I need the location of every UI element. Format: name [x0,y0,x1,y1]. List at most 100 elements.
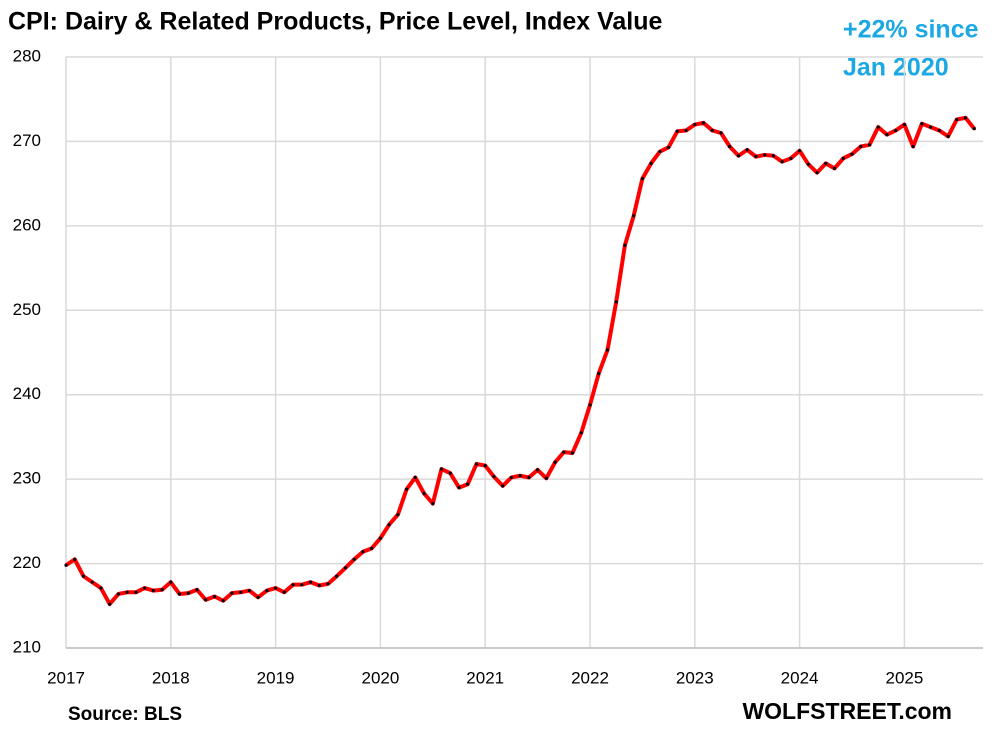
data-point [745,148,749,152]
data-point [81,574,86,578]
data-point [544,476,548,480]
data-point [701,121,706,125]
data-point [405,487,409,491]
data-point [798,149,802,153]
data-point [850,152,854,156]
data-point [710,128,714,133]
x-tick-label: 2017 [47,668,85,687]
x-tick-label: 2020 [361,668,399,687]
data-point [247,588,251,593]
data-point [291,583,295,587]
data-point [553,460,557,464]
data-point [439,467,444,471]
data-point [929,125,933,129]
data-point [789,156,793,160]
data-point [239,590,243,594]
data-point [274,586,278,590]
data-point [623,243,627,247]
data-point [946,134,950,138]
data-point [186,591,190,595]
data-point [308,580,313,584]
data-point [448,471,452,475]
data-point [667,145,671,149]
data-point [675,129,679,133]
x-tick-label: 2023 [676,668,714,687]
data-point [536,468,540,472]
data-point [195,588,199,592]
data-point [492,475,496,479]
data-point [282,590,286,594]
source: Source: BLS [68,704,182,725]
data-point [326,582,330,586]
data-point [806,162,810,166]
data-point [134,590,138,594]
data-point [204,598,208,602]
data-point [876,125,880,129]
data-point [73,557,77,561]
data-point [265,588,269,593]
data-point [169,580,173,584]
data-point [108,602,112,606]
data-point [570,451,575,455]
data-point [640,176,645,181]
data-point [859,144,863,149]
data-point [780,160,784,164]
data-point [728,144,732,149]
data-point [824,161,828,165]
data-point [588,403,592,407]
data-point [894,128,898,133]
data-point [955,117,959,122]
data-point [160,588,164,592]
data-point [885,133,889,137]
data-point [902,122,907,127]
data-point [693,122,697,127]
data-point [736,154,741,158]
data-point [457,485,461,490]
data-point [937,128,941,133]
data-line [64,115,976,607]
data-point [632,214,636,218]
data-point [684,128,688,133]
data-point [422,491,426,496]
annotation: Jan 2020 [843,54,949,82]
data-point [212,594,217,599]
data-point [597,372,601,376]
y-tick-label: 260 [13,215,41,234]
data-point [256,595,260,599]
data-point [815,171,819,175]
y-tick-label: 240 [13,384,41,403]
y-tick-label: 230 [13,469,41,488]
data-point [352,557,356,561]
y-tick-label: 250 [13,300,41,319]
data-point [518,474,522,478]
data-point [501,484,505,488]
y-tick-label: 280 [13,46,41,65]
data-point [99,586,103,590]
data-point [387,523,391,527]
data-point [143,586,147,590]
data-point [413,475,417,480]
data-point [151,588,155,593]
data-point [920,122,924,126]
x-tick-label: 2024 [781,668,819,687]
data-point [763,153,767,157]
data-point [911,144,915,149]
data-point [867,143,872,147]
data-point [474,462,479,466]
data-point [579,431,583,435]
data-point [527,475,531,480]
data-point [300,583,304,587]
data-point [396,513,400,517]
data-point [335,574,339,578]
data-point [841,156,845,160]
data-point [431,502,435,506]
data-point [832,166,837,171]
annotation: +22% since [843,16,979,44]
chart-title: CPI: Dairy & Related Products, Price Lev… [8,8,663,36]
data-point [754,155,758,159]
credit: WOLFSTREET.com [742,698,952,724]
data-point [317,583,321,588]
data-point [343,566,348,570]
data-point [370,546,374,550]
